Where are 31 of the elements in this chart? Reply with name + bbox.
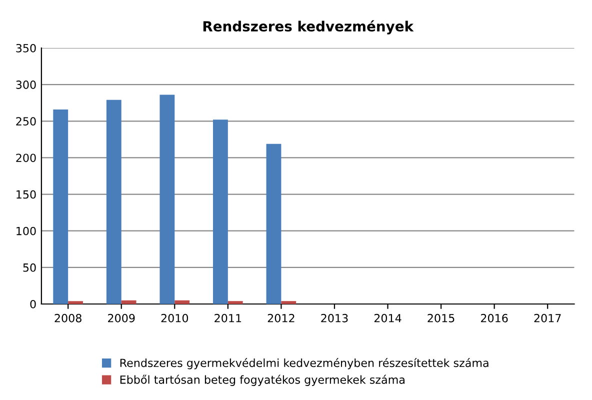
bar xyxy=(213,120,228,304)
legend-label: Ebből tartósan beteg fogyatékos gyermekek száma xyxy=(120,374,404,386)
legend-label: Rendszeres gyermekvédelmi kedvezményben részesítettek száma xyxy=(120,358,488,370)
x-tick-label: 2014 xyxy=(374,314,402,322)
y-tick-label: 50 xyxy=(23,263,36,272)
bar xyxy=(106,100,122,304)
x-tick-label: 2017 xyxy=(534,314,561,322)
chart-title: Rendszeres kedvezmények xyxy=(203,20,414,34)
y-tick-label: 100 xyxy=(16,226,36,236)
x-tick-label: 2010 xyxy=(161,314,188,322)
bar xyxy=(121,300,136,304)
x-tick-label: 2013 xyxy=(321,314,348,322)
y-tick-label: 350 xyxy=(16,44,36,52)
y-tick-label: 150 xyxy=(16,190,36,199)
x-tick-label: 2012 xyxy=(268,314,294,322)
bar xyxy=(266,144,282,304)
y-tick-label: 250 xyxy=(16,117,36,126)
x-tick-label: 2011 xyxy=(214,314,242,322)
y-tick-label: 200 xyxy=(16,154,36,162)
bar xyxy=(53,109,68,304)
bar xyxy=(228,301,243,304)
y-tick-label: 300 xyxy=(16,80,36,89)
x-tick-label: 2009 xyxy=(108,314,135,322)
x-tick-label: 2008 xyxy=(54,314,82,322)
bar xyxy=(160,94,175,304)
bar xyxy=(68,301,83,304)
bar xyxy=(174,300,190,304)
x-tick-label: 2016 xyxy=(480,314,508,322)
y-tick-label: 0 xyxy=(30,300,36,308)
x-tick-label: 2015 xyxy=(428,314,454,322)
bar xyxy=(281,301,296,304)
